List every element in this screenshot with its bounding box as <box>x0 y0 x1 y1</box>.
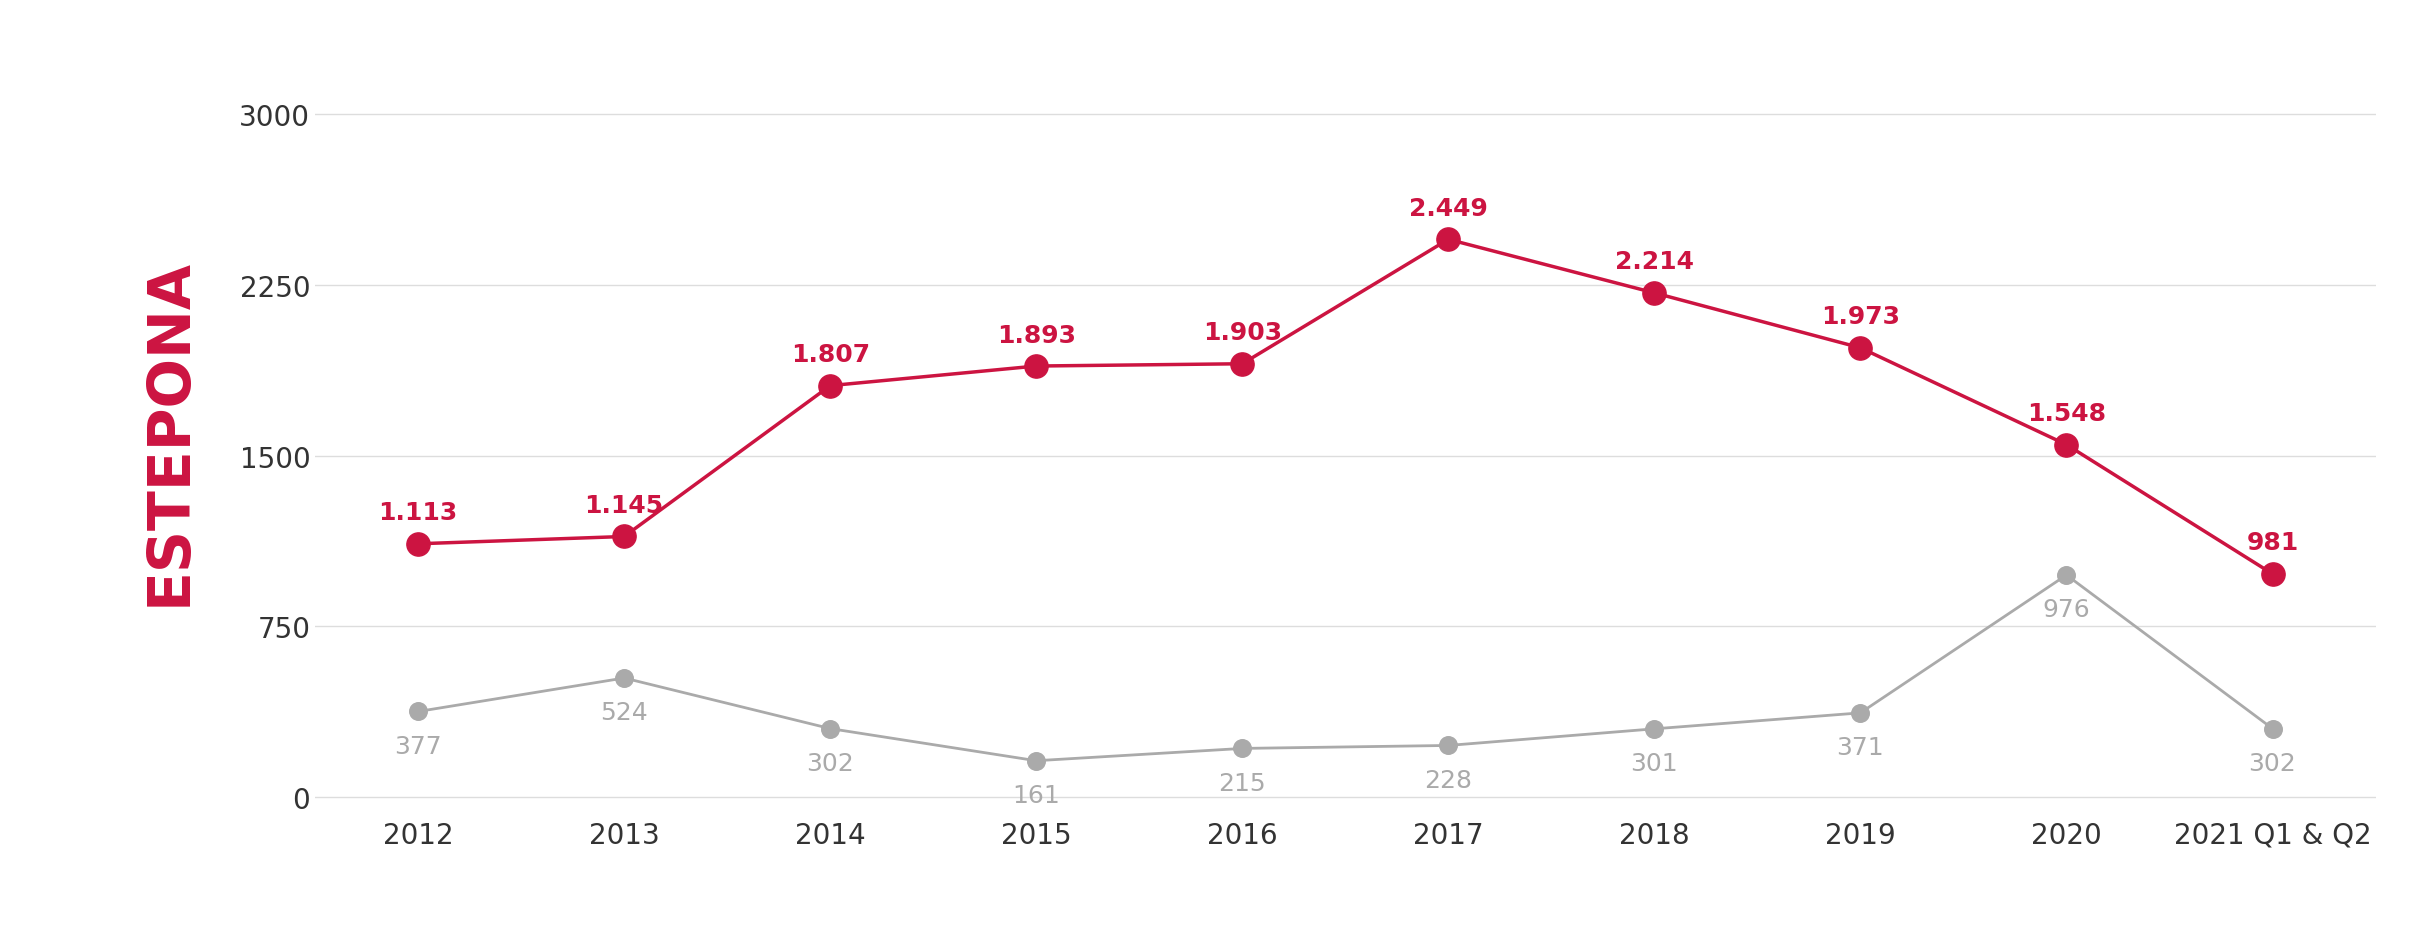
Text: 1.903: 1.903 <box>1202 321 1282 345</box>
Point <box>1430 738 1469 753</box>
Text: 1.145: 1.145 <box>584 493 664 517</box>
Point <box>1018 754 1057 768</box>
Text: 302: 302 <box>2249 751 2296 775</box>
Text: 981: 981 <box>2247 531 2298 555</box>
Point <box>1224 742 1263 756</box>
Point <box>398 537 436 552</box>
Text: 1.113: 1.113 <box>378 501 458 525</box>
Text: 2.449: 2.449 <box>1408 197 1488 221</box>
Point <box>810 721 851 736</box>
Point <box>2046 568 2085 583</box>
Point <box>1430 233 1469 248</box>
Text: 215: 215 <box>1219 771 1265 794</box>
Text: 1.893: 1.893 <box>996 324 1076 348</box>
Point <box>1018 360 1057 375</box>
Text: 377: 377 <box>395 734 441 758</box>
Point <box>1842 705 1881 720</box>
Text: 1.973: 1.973 <box>1820 305 1900 329</box>
Text: 228: 228 <box>1425 768 1471 792</box>
Point <box>810 379 851 394</box>
Text: 301: 301 <box>1631 751 1677 775</box>
Point <box>1636 721 1675 736</box>
Point <box>1224 357 1263 372</box>
Text: 1.548: 1.548 <box>2026 401 2106 425</box>
Point <box>1636 286 1675 301</box>
Y-axis label: ESTEPONA: ESTEPONA <box>141 257 199 605</box>
Point <box>606 671 645 686</box>
Text: 976: 976 <box>2043 598 2089 621</box>
Text: 302: 302 <box>807 751 853 775</box>
Point <box>2254 566 2293 581</box>
Point <box>606 529 645 544</box>
Text: 161: 161 <box>1013 783 1059 807</box>
Text: 371: 371 <box>1837 735 1883 759</box>
Point <box>398 705 436 719</box>
Point <box>2254 721 2293 736</box>
Point <box>2046 438 2085 452</box>
Text: 2.214: 2.214 <box>1614 250 1694 274</box>
Text: 524: 524 <box>601 701 647 724</box>
Point <box>1842 341 1881 356</box>
Text: 1.807: 1.807 <box>790 343 870 367</box>
